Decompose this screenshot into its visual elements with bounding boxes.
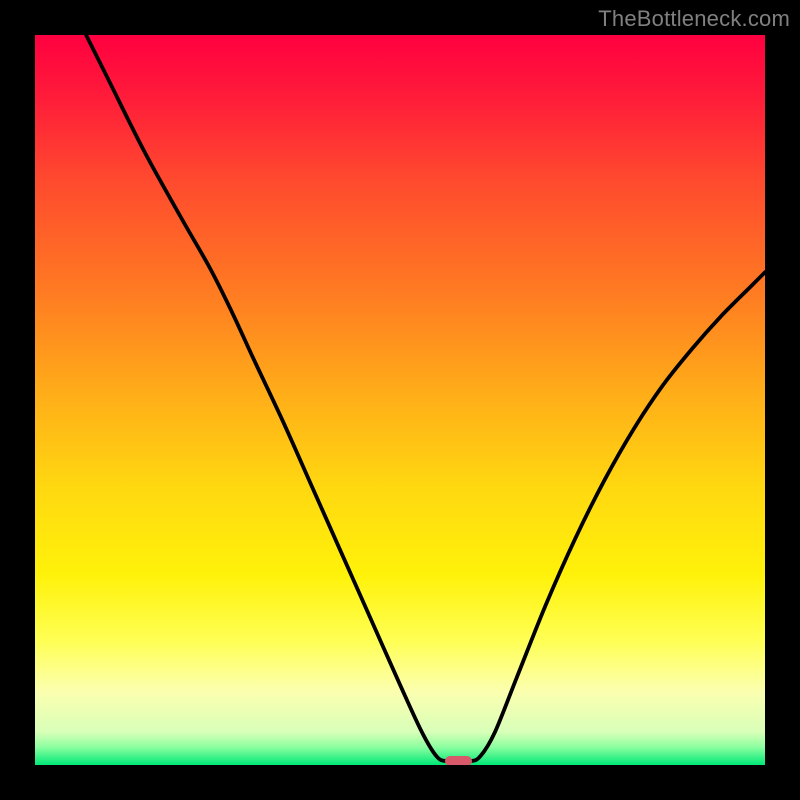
plot-frame <box>0 0 800 800</box>
optimum-marker <box>445 756 471 766</box>
bottleneck-curve <box>35 35 765 765</box>
curve-path <box>86 35 765 762</box>
attribution-text: TheBottleneck.com <box>598 6 790 32</box>
plot-area <box>35 35 765 765</box>
